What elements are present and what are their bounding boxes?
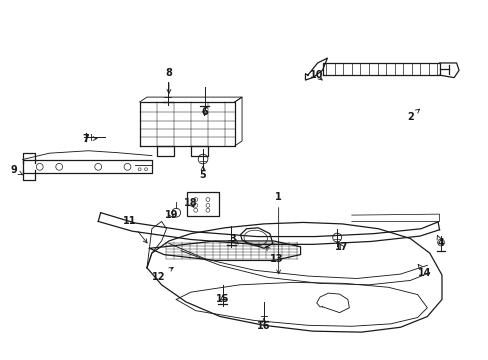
Text: 12: 12 [152, 267, 173, 282]
Text: 11: 11 [123, 216, 147, 243]
Text: 6: 6 [201, 107, 207, 117]
Text: 8: 8 [165, 68, 172, 93]
Text: 16: 16 [257, 319, 270, 331]
Text: 1: 1 [275, 192, 282, 274]
Text: 3: 3 [228, 234, 238, 244]
Text: 17: 17 [335, 242, 348, 252]
Text: 9: 9 [11, 165, 23, 175]
Bar [186, 192, 218, 216]
Text: 18: 18 [183, 198, 197, 208]
Text: 7: 7 [82, 134, 97, 144]
Text: 5: 5 [199, 166, 206, 180]
Text: 10: 10 [309, 70, 323, 80]
Text: 19: 19 [164, 210, 178, 220]
Text: 4: 4 [436, 235, 443, 248]
Text: 15: 15 [215, 294, 229, 305]
Text: 14: 14 [417, 265, 431, 278]
Text: 2: 2 [406, 109, 419, 122]
Text: 13: 13 [266, 246, 283, 264]
